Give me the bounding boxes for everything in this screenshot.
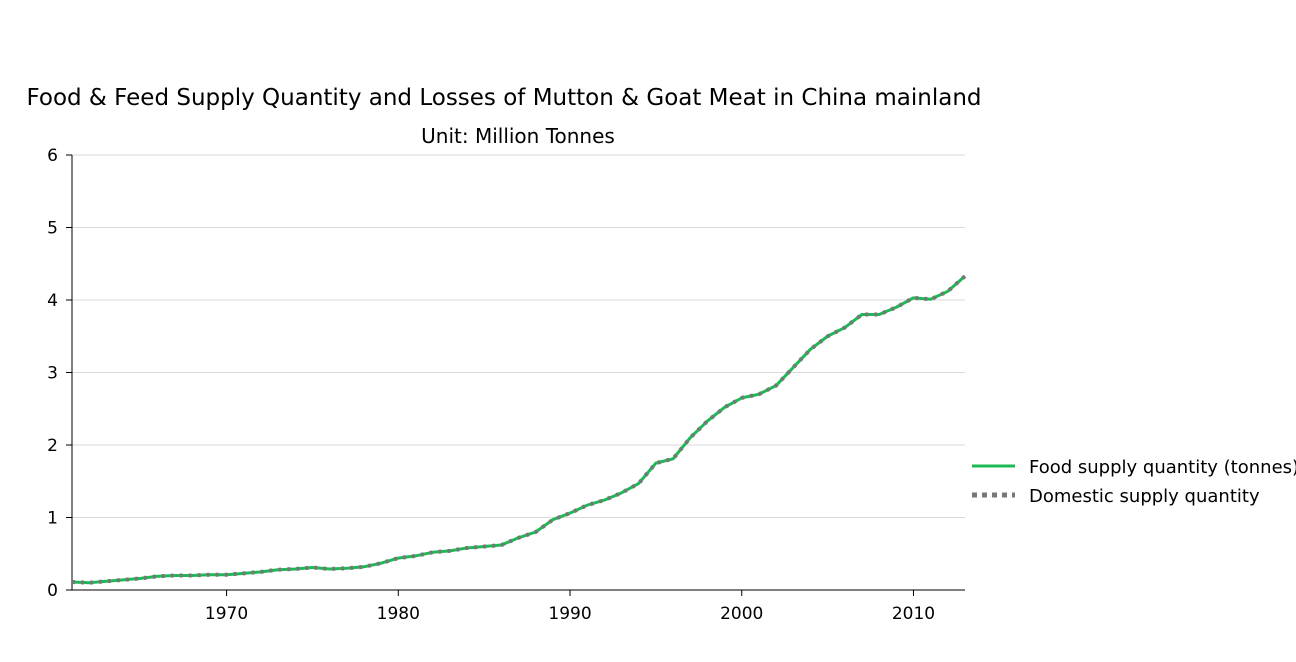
series-line-2 bbox=[71, 274, 967, 585]
x-tick-label: 1980 bbox=[377, 604, 420, 624]
legend-label-1: Food supply quantity (tonnes) bbox=[1029, 457, 1296, 478]
x-tick-label: 1990 bbox=[548, 604, 591, 624]
x-tick-label: 2000 bbox=[720, 604, 763, 624]
chart-title: Food & Feed Supply Quantity and Losses o… bbox=[26, 85, 981, 111]
legend: Food supply quantity (tonnes) Domestic su… bbox=[972, 457, 1296, 507]
chart-subtitle: Unit: Million Tonnes bbox=[421, 124, 615, 148]
y-tick-label: 3 bbox=[47, 364, 58, 384]
axes: 0 1 2 3 4 5 6 1970 1980 1990 2000 2010 bbox=[47, 146, 965, 624]
y-tick-label: 1 bbox=[47, 509, 58, 529]
x-tick-label: 2010 bbox=[892, 604, 935, 624]
y-tick-label: 5 bbox=[47, 219, 58, 239]
legend-label-2: Domestic supply quantity bbox=[1029, 486, 1260, 507]
y-tick-label: 0 bbox=[47, 581, 58, 601]
series-lines bbox=[71, 274, 967, 585]
gridlines bbox=[72, 154, 965, 518]
y-tick-label: 6 bbox=[47, 146, 58, 166]
y-tick-label: 2 bbox=[47, 436, 58, 456]
y-tick-label: 4 bbox=[47, 291, 58, 311]
x-tick-label: 1970 bbox=[205, 604, 248, 624]
